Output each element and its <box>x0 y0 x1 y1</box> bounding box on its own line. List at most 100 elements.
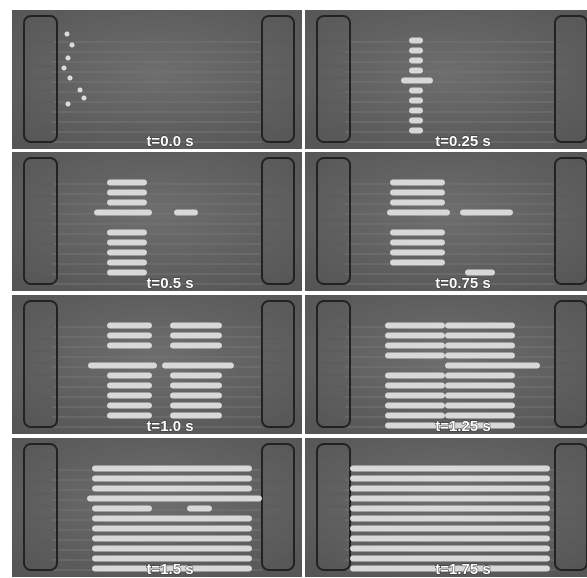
bright-stripe <box>409 98 423 104</box>
bright-stripe <box>445 403 515 409</box>
bright-dot <box>78 88 83 93</box>
bright-stripe <box>92 476 252 482</box>
bright-stripe <box>94 210 152 216</box>
bright-stripe <box>445 323 515 329</box>
bright-stripe <box>385 383 445 389</box>
bright-stripe <box>107 260 147 266</box>
bright-stripe <box>445 383 515 389</box>
bright-stripe <box>107 190 147 196</box>
bright-stripe <box>107 180 147 186</box>
bright-stripe <box>350 526 550 532</box>
time-label: t=0.0 s <box>146 133 193 150</box>
bright-stripe <box>385 403 445 409</box>
bright-stripe <box>409 88 423 94</box>
bright-stripe <box>170 373 222 379</box>
time-label: t=0.75 s <box>435 275 490 292</box>
bright-stripe <box>107 393 152 399</box>
bright-dot <box>66 56 71 61</box>
bright-stripe <box>390 200 445 206</box>
bright-stripe <box>390 250 445 256</box>
bright-stripe <box>385 353 445 359</box>
bright-stripe <box>92 486 252 492</box>
bright-stripe <box>385 393 445 399</box>
bright-stripe <box>170 333 222 339</box>
bright-stripe <box>350 506 550 512</box>
time-label: t=1.5 s <box>146 561 193 578</box>
bright-stripe <box>350 516 550 522</box>
bright-stripe <box>390 240 445 246</box>
bright-dot <box>82 96 87 101</box>
bright-stripe <box>445 333 515 339</box>
bright-stripe <box>385 343 445 349</box>
bright-stripe <box>92 536 252 542</box>
page-body: t=0.0 s t=0.25 s t=0.5 s t=0.75 s t=1.0 s t=1… <box>0 0 587 578</box>
bright-stripe <box>409 128 423 134</box>
bright-dot <box>66 102 71 107</box>
bright-stripe <box>174 210 198 216</box>
bright-stripe <box>107 343 152 349</box>
frame-background <box>12 295 302 434</box>
bright-stripe <box>107 373 152 379</box>
frame: t=1.25 s <box>305 295 587 435</box>
bright-stripe <box>107 383 152 389</box>
bright-stripe <box>387 210 450 216</box>
bright-stripe <box>350 496 550 502</box>
bright-dot <box>70 43 75 48</box>
bright-stripe <box>87 496 262 502</box>
bright-stripe <box>107 323 152 329</box>
bright-stripe <box>350 476 550 482</box>
bright-stripe <box>170 323 222 329</box>
bright-dot <box>65 32 70 37</box>
bright-stripe <box>445 373 515 379</box>
bright-stripe <box>409 58 423 64</box>
bright-stripe <box>390 260 445 266</box>
bright-stripe <box>92 506 152 512</box>
bright-stripe <box>187 506 212 512</box>
bright-stripe <box>385 373 445 379</box>
time-label: t=0.5 s <box>146 275 193 292</box>
frame-background <box>12 10 302 149</box>
bright-stripe <box>107 333 152 339</box>
frame-background <box>12 152 302 291</box>
bright-stripe <box>445 393 515 399</box>
bright-stripe <box>445 353 515 359</box>
bright-stripe <box>107 200 147 206</box>
bright-stripe <box>409 68 423 74</box>
frame: t=0.5 s <box>12 152 302 292</box>
bright-stripe <box>390 180 445 186</box>
bright-stripe <box>350 466 550 472</box>
bright-stripe <box>409 118 423 124</box>
frame-background <box>305 10 587 149</box>
time-label: t=1.75 s <box>435 561 490 578</box>
bright-stripe <box>92 516 252 522</box>
bright-stripe <box>409 38 423 44</box>
frame: t=0.0 s <box>12 10 302 150</box>
bright-stripe <box>162 363 234 369</box>
bright-stripe <box>460 210 513 216</box>
frame: t=1.5 s <box>12 438 302 578</box>
bright-stripe <box>385 323 445 329</box>
bright-dot <box>62 66 67 71</box>
bright-stripe <box>92 526 252 532</box>
bright-stripe <box>107 413 152 419</box>
bright-stripe <box>170 403 222 409</box>
time-label: t=0.25 s <box>435 133 490 150</box>
bright-stripe <box>409 108 423 114</box>
bright-stripe <box>401 78 433 84</box>
bright-stripe <box>92 546 252 552</box>
frame: t=1.0 s <box>12 295 302 435</box>
bright-stripe <box>107 270 147 276</box>
time-label: t=1.0 s <box>146 418 193 435</box>
bright-stripe <box>107 250 147 256</box>
bright-stripe <box>350 536 550 542</box>
bright-stripe <box>170 383 222 389</box>
bright-stripe <box>88 363 157 369</box>
bright-stripe <box>107 240 147 246</box>
bright-stripe <box>385 333 445 339</box>
bright-stripe <box>107 230 147 236</box>
page: {"panels": ["t=0.0 s", "t=0.25 s", "t=0.… <box>0 0 587 578</box>
bright-stripe <box>390 230 445 236</box>
frame: t=0.75 s <box>305 152 587 292</box>
bright-stripe <box>390 190 445 196</box>
frame: t=1.75 s <box>305 438 587 578</box>
